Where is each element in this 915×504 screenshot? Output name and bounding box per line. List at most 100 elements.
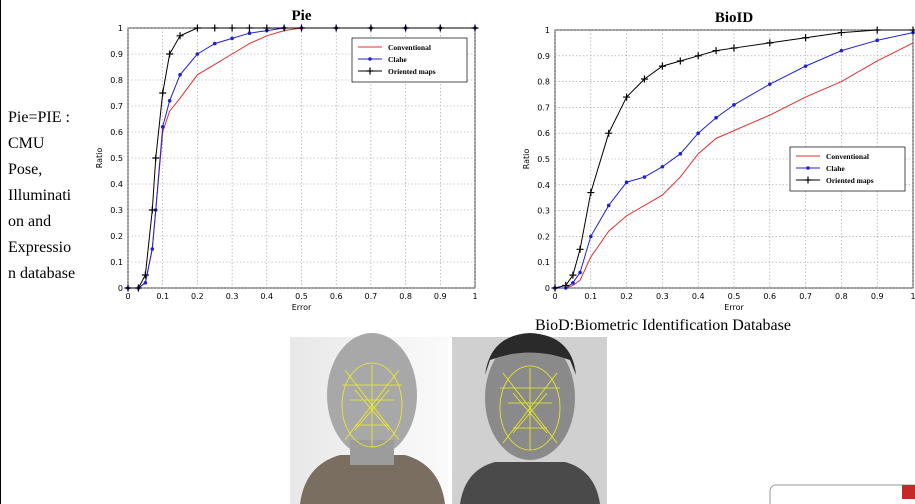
- marker: [766, 39, 774, 47]
- x-tick-label: 0.6: [763, 292, 776, 301]
- y-tick-label: 0.7: [537, 103, 550, 112]
- marker: [152, 154, 160, 162]
- marker: [148, 206, 156, 214]
- marker: [839, 48, 844, 53]
- x-tick-label: 1: [472, 292, 477, 301]
- x-tick-label: 0: [552, 292, 557, 301]
- marker: [176, 32, 184, 40]
- marker: [837, 29, 845, 37]
- marker: [873, 26, 881, 34]
- marker: [167, 99, 172, 103]
- side-text-line: Expressio: [8, 239, 71, 256]
- marker: [641, 75, 648, 83]
- x-tick-label: 0.5: [728, 292, 741, 301]
- x-tick-label: 1: [910, 292, 915, 301]
- marker: [658, 62, 666, 70]
- marker: [589, 234, 593, 239]
- y-tick-label: 0.5: [537, 155, 550, 164]
- marker: [551, 284, 559, 292]
- y-tick-label: 0.6: [537, 129, 550, 138]
- marker: [245, 24, 253, 32]
- marker: [193, 24, 201, 32]
- marker: [623, 93, 631, 101]
- side-text-line: Pose,: [8, 161, 42, 178]
- y-tick-label: 0.9: [537, 52, 550, 61]
- x-tick-label: 0.7: [365, 292, 378, 301]
- side-text-line: on and: [8, 213, 51, 230]
- marker: [280, 24, 288, 32]
- marker: [436, 24, 444, 32]
- marker: [660, 164, 665, 169]
- y-tick-label: 0.2: [537, 232, 550, 241]
- marker: [402, 24, 410, 32]
- y-tick-label: 0.7: [110, 102, 123, 111]
- x-tick-label: 0.3: [656, 292, 669, 301]
- side-text: Pie=PIE : CMU Pose, Illuminati on and Express…: [8, 109, 75, 282]
- x-tick-label: 0.1: [156, 292, 169, 301]
- marker: [230, 36, 234, 41]
- y-tick-label: 0.1: [537, 258, 550, 267]
- y-tick-label: 0.8: [537, 78, 550, 87]
- marker: [804, 176, 812, 184]
- face-photos: [290, 333, 607, 504]
- marker: [368, 57, 372, 61]
- side-text-line: Pie=PIE :: [8, 109, 70, 126]
- marker: [909, 26, 915, 34]
- legend-label: Clahe: [826, 164, 845, 173]
- series-line: [128, 27, 475, 289]
- x-tick-label: 0.9: [871, 292, 884, 301]
- marker: [569, 271, 577, 279]
- marker: [124, 284, 132, 292]
- marker: [624, 180, 629, 185]
- caption: BioD:Biometric Identification Database: [535, 317, 791, 334]
- y-tick-label: 0.4: [110, 180, 123, 189]
- x-tick-label: 0.8: [835, 292, 848, 301]
- marker: [676, 57, 684, 65]
- marker: [332, 24, 340, 32]
- legend-label: Oriented maps: [826, 176, 874, 185]
- marker: [159, 89, 167, 97]
- legend-label: Oriented maps: [388, 67, 436, 76]
- marker: [606, 203, 611, 208]
- marker: [802, 34, 810, 42]
- marker: [714, 115, 718, 120]
- marker: [642, 175, 647, 179]
- y-tick-label: 0.3: [537, 207, 550, 216]
- marker: [247, 31, 252, 35]
- marker: [166, 50, 174, 58]
- x-axis-label: Error: [292, 303, 312, 312]
- shirt: [460, 462, 600, 504]
- marker: [228, 24, 236, 32]
- marker: [195, 52, 200, 56]
- x-tick-label: 0.2: [620, 292, 633, 301]
- marker: [605, 129, 613, 137]
- legend-label: Clahe: [388, 55, 407, 64]
- marker: [768, 82, 772, 86]
- series-line: [554, 29, 913, 289]
- marker: [150, 247, 155, 251]
- x-tick-label: 0.9: [434, 292, 447, 301]
- y-tick-label: 1: [545, 26, 550, 35]
- marker: [694, 52, 702, 60]
- x-tick-label: 0.1: [584, 292, 597, 301]
- marker: [587, 189, 595, 197]
- marker: [471, 24, 479, 32]
- marker: [141, 271, 149, 279]
- y-tick-label: 0.3: [110, 206, 123, 215]
- chart: 0 0.1 0.2 0.3 0.4 0.5 0.6 0.7 0.8 0.9 1 0 0.1 0.2 0.3 0…: [522, 10, 915, 312]
- marker: [803, 64, 808, 68]
- series-line: [555, 32, 914, 289]
- marker: [562, 281, 570, 289]
- marker: [732, 103, 736, 107]
- x-tick-label: 0.5: [295, 292, 308, 301]
- side-text-line: n database: [8, 265, 75, 282]
- marker: [160, 125, 165, 129]
- marker: [366, 67, 374, 75]
- y-tick-label: 0.8: [110, 76, 123, 85]
- shirt: [300, 455, 445, 504]
- x-axis-label: Error: [724, 303, 744, 312]
- y-tick-label: 0.9: [110, 50, 123, 59]
- side-text-line: Illuminati: [8, 187, 72, 204]
- marker: [298, 24, 305, 32]
- y-axis-label: Ratio: [95, 148, 104, 169]
